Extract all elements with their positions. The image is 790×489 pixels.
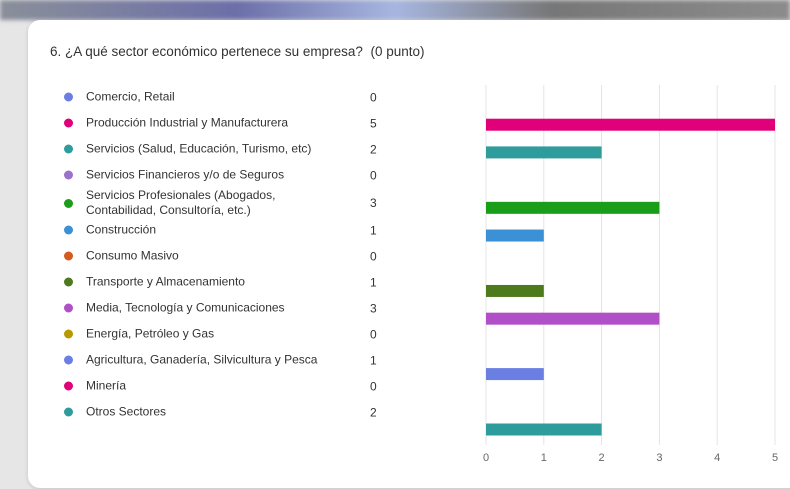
backdrop-strip <box>0 0 790 20</box>
points: (0 punto) <box>370 44 425 59</box>
legend-item: Comercio, Retail 0 <box>64 89 377 105</box>
legend-label: Otros Sectores <box>86 404 167 419</box>
count-label: 5 <box>370 116 377 130</box>
legend-label: Energía, Petróleo y Gas <box>86 326 215 341</box>
legend-dot <box>64 407 73 417</box>
legend-item: Transporte y Almacenamiento 1 <box>64 274 377 290</box>
legend-item: Producción Industrial y Manufacturera 5 <box>64 115 377 131</box>
legend-dot <box>64 251 73 261</box>
count-label: 0 <box>370 168 377 182</box>
count-label: 3 <box>370 196 377 210</box>
title: 6. ¿A qué sector económico pertenece su … <box>50 44 363 59</box>
count-label: 0 <box>370 90 377 104</box>
legend-item: Consumo Masivo 0 <box>64 248 377 264</box>
count-label: 3 <box>370 301 377 315</box>
legend-label: Servicios Financieros y/o de Seguros <box>86 167 285 182</box>
x-tick-label: 0 <box>483 452 489 464</box>
count-label: 1 <box>370 275 377 289</box>
count-label: 1 <box>370 223 377 237</box>
bar <box>486 312 660 325</box>
x-tick-label: 1 <box>541 452 547 464</box>
count-label: 0 <box>370 327 377 341</box>
legend-item: Energía, Petróleo y Gas 0 <box>64 326 377 342</box>
legend-dot <box>64 170 73 180</box>
bar <box>486 284 544 297</box>
legend-dot <box>64 92 73 102</box>
count-label: 1 <box>370 353 377 367</box>
question-card <box>28 20 790 488</box>
count-label: 2 <box>370 405 377 419</box>
legend-item: Agricultura, Ganadería, Silvicultura y P… <box>64 352 377 368</box>
legend-dot <box>64 303 73 313</box>
x-tick-label: 3 <box>656 452 662 464</box>
legend-item: Minería 0 <box>64 378 377 394</box>
legend-label: Servicios Profesionales (Abogados, Conta… <box>86 188 276 217</box>
legend-label: Transporte y Almacenamiento <box>86 274 245 289</box>
count-label: 2 <box>370 142 377 156</box>
bar <box>486 229 544 242</box>
x-tick-label: 5 <box>772 452 778 464</box>
bar <box>486 146 602 159</box>
legend-dot <box>64 144 73 154</box>
bar <box>486 118 775 131</box>
legend-item: Servicios Profesionales (Abogados, Conta… <box>64 188 377 218</box>
bar <box>486 423 602 436</box>
legend-dot <box>64 225 73 235</box>
legend-label: Consumo Masivo <box>86 248 179 263</box>
legend-item: Construcción 1 <box>64 222 377 238</box>
legend-dot <box>64 381 73 391</box>
legend-dot <box>64 118 73 128</box>
legend-item: Servicios Financieros y/o de Seguros 0 <box>64 167 377 183</box>
legend-label: Construcción <box>86 222 157 237</box>
legend-dot <box>64 198 73 208</box>
count-label: 0 <box>370 379 377 393</box>
legend-item: Otros Sectores 2 <box>64 404 377 420</box>
legend-label: Servicios (Salud, Educación, Turismo, et… <box>86 141 312 156</box>
count-label: 0 <box>370 249 377 263</box>
legend-label: Comercio, Retail <box>86 89 175 104</box>
legend-label: Minería <box>86 378 127 393</box>
legend-label: Producción Industrial y Manufacturera <box>86 115 289 130</box>
bar <box>486 368 544 381</box>
bar <box>486 201 660 214</box>
legend-dot <box>64 355 73 365</box>
legend-item: Servicios (Salud, Educación, Turismo, et… <box>64 141 377 157</box>
legend-label: Agricultura, Ganadería, Silvicultura y P… <box>86 352 318 367</box>
x-tick-label: 4 <box>714 452 720 464</box>
x-tick-label: 2 <box>599 452 605 464</box>
legend-dot <box>64 329 73 339</box>
legend-label: Media, Tecnología y Comunicaciones <box>86 300 285 315</box>
legend-dot <box>64 277 73 287</box>
question-title: 6. ¿A qué sector económico pertenece su … <box>50 44 425 59</box>
legend-item: Media, Tecnología y Comunicaciones 3 <box>64 300 377 316</box>
